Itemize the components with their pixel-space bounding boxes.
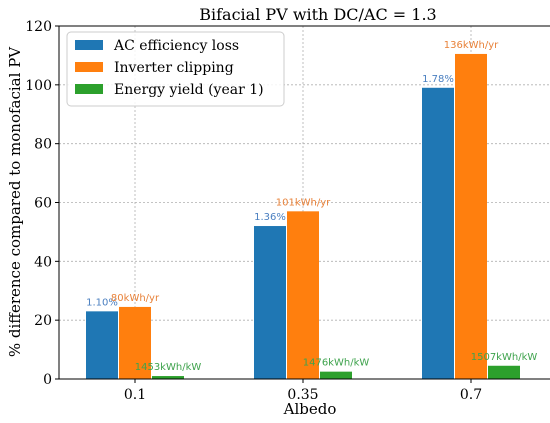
bar-data-label: 1507kWh/kW [471, 352, 538, 363]
x-axis-label: Albedo [283, 400, 337, 418]
bar-data-label: 80kWh/yr [111, 293, 160, 304]
bar-data-label: 1.36% [254, 212, 286, 223]
legend-frame [66, 31, 285, 107]
y-tick-label: 20 [34, 313, 52, 329]
chart-title: Bifacial PV with DC/AC = 1.3 [199, 5, 436, 24]
legend-label: AC efficiency loss [113, 38, 239, 54]
bar-data-label: 1476kWh/kW [303, 358, 370, 369]
bar-inverter-clipping [455, 53, 487, 380]
x-axis-ticks: 0.1 0.35 0.7 [124, 379, 482, 403]
legend-swatch [75, 84, 103, 94]
legend-swatch [75, 62, 103, 72]
legend-label: Energy yield (year 1) [114, 82, 264, 98]
x-tick-label: 0.35 [287, 387, 318, 403]
bar-inverter-clipping [119, 306, 151, 379]
y-tick-label: 100 [25, 78, 52, 94]
legend-swatch [75, 40, 103, 50]
legend: AC efficiency loss Inverter clipping Energ… [66, 31, 285, 107]
legend-label: Inverter clipping [114, 60, 234, 76]
y-tick-label: 120 [25, 19, 52, 35]
bar-energy-yield-year-1 [320, 371, 352, 379]
x-tick-label: 0.7 [460, 387, 482, 403]
y-tick-label: 40 [34, 254, 52, 270]
y-tick-label: 0 [43, 372, 52, 388]
data-labels: 1.10% 1.36% 1.78% 80kWh/yr 101kWh/yr 136kWh/y… [86, 40, 537, 373]
bar-data-label: 101kWh/yr [276, 197, 331, 208]
bar-energy-yield-year-1 [488, 365, 520, 379]
bar-energy-yield-year-1 [152, 376, 184, 379]
bar-data-label: 1.10% [86, 297, 118, 308]
y-tick-label: 80 [34, 137, 52, 153]
bar-data-label: 136kWh/yr [444, 40, 499, 51]
bar-ac-efficiency-loss [86, 311, 118, 379]
y-axis-label: % difference compared to monofacial PV [6, 46, 24, 357]
x-tick-label: 0.1 [124, 387, 146, 403]
bar-data-label: 1453kWh/kW [135, 362, 202, 373]
y-tick-label: 60 [34, 196, 52, 212]
bars [86, 53, 520, 380]
bar-inverter-clipping [287, 211, 319, 379]
bar-ac-efficiency-loss [254, 226, 286, 379]
y-axis-ticks: 0 20 40 60 80 100 120 [25, 19, 59, 388]
bar-ac-efficiency-loss [422, 87, 454, 380]
bar-data-label: 1.78% [422, 74, 454, 85]
